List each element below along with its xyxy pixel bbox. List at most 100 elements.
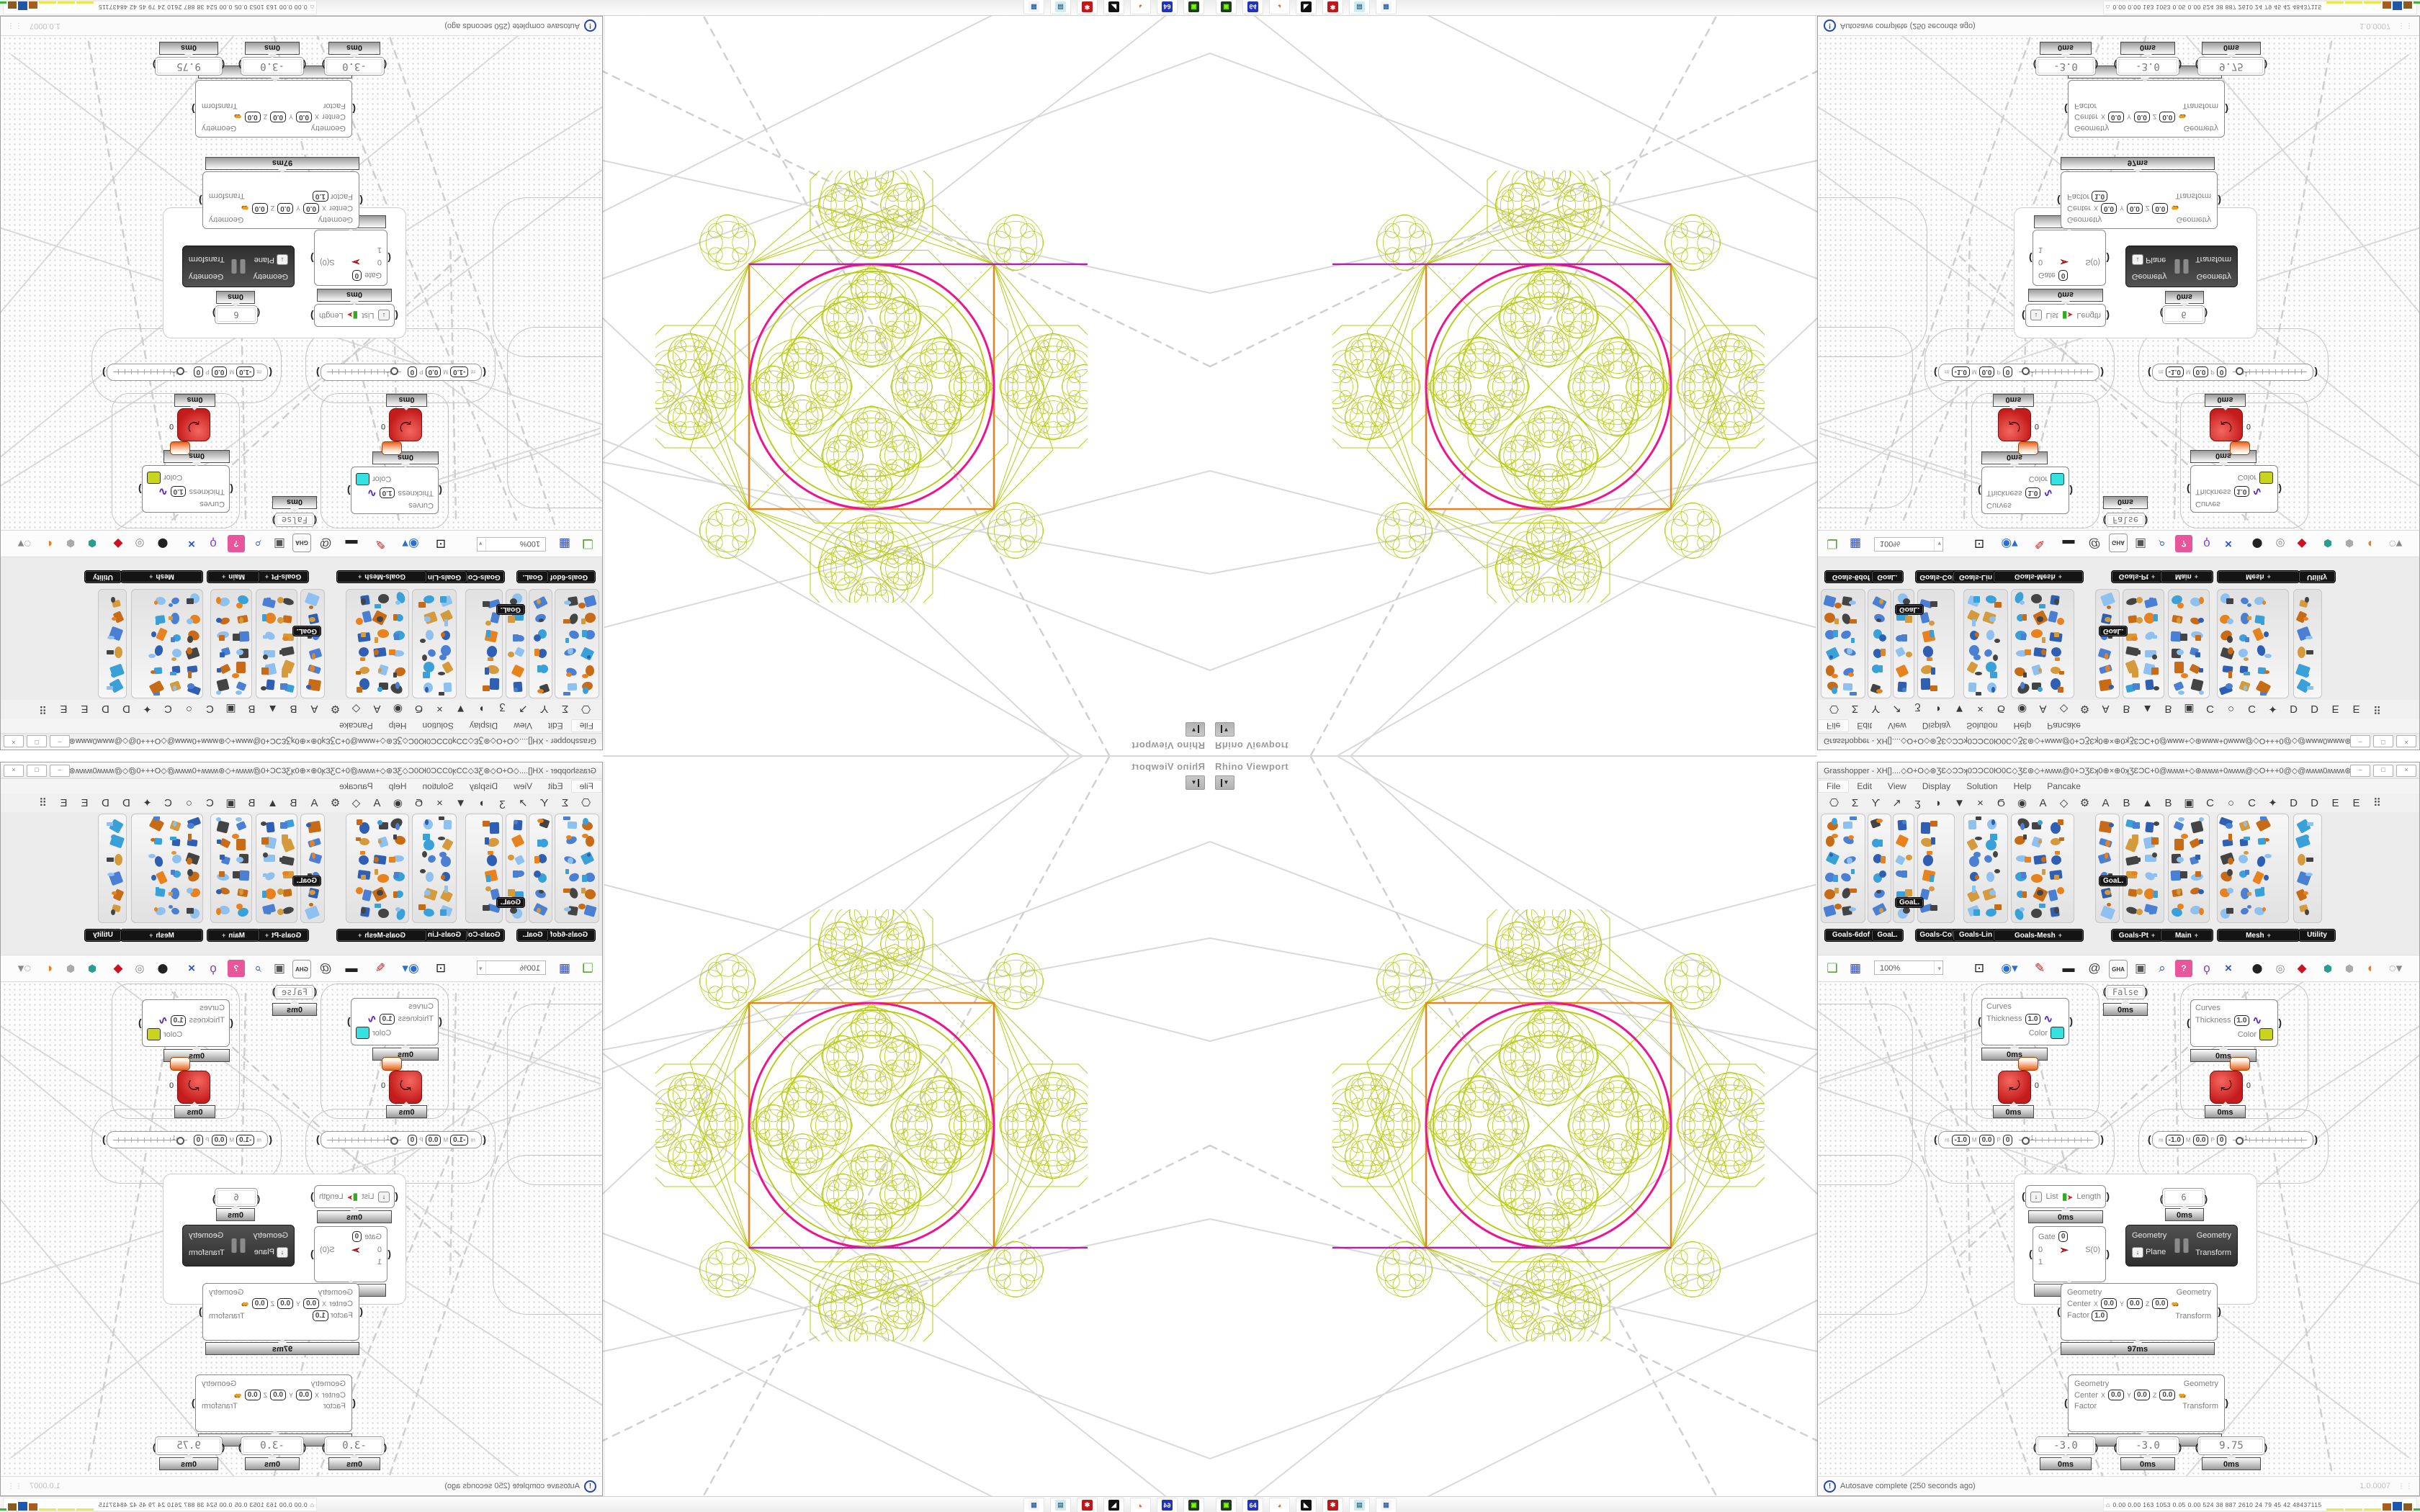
component-icon[interactable] [216, 816, 232, 834]
tab-expand-icon[interactable]: + [2058, 932, 2062, 939]
category-tab-icon[interactable]: Σ [561, 796, 569, 809]
component-icon[interactable] [2143, 679, 2159, 696]
component-icon[interactable] [563, 628, 581, 644]
component-icon[interactable] [277, 611, 295, 626]
component-icon[interactable] [1870, 593, 1887, 610]
selection-icon[interactable]: ◌▾ [2388, 537, 2403, 551]
slider-precision-value[interactable]: 0 [193, 1134, 204, 1146]
warning-balloon[interactable] [2018, 441, 2038, 455]
component-icon[interactable] [1870, 851, 1886, 867]
transform-component-hidden[interactable]: Geometry Geometry ↓ Plane Transform [182, 246, 295, 287]
category-tab-icon[interactable]: E [2331, 703, 2339, 716]
taskbar-app[interactable]: ◣ [1296, 1498, 1317, 1512]
component-icon[interactable] [388, 816, 406, 832]
component-icon[interactable] [421, 851, 437, 867]
slider-precision-value[interactable]: 0 [2002, 1134, 2013, 1146]
component-icon[interactable] [1824, 834, 1839, 850]
x-value[interactable]: 0.0 [2108, 1390, 2124, 1400]
component-icon[interactable] [2170, 868, 2187, 884]
collapsed-panel-tag[interactable]: GoaL. [1895, 604, 1924, 615]
y-value[interactable]: 0.0 [2126, 1298, 2143, 1309]
component-icon[interactable] [420, 868, 436, 884]
thickness-value[interactable]: 1.0 [2233, 486, 2250, 498]
category-tab-icon[interactable]: Ƴ [1871, 703, 1881, 716]
stream-gate-component[interactable]: Gate 0 0 ➣ S(0) 1 [2033, 230, 2106, 286]
component-icon[interactable] [438, 661, 454, 678]
component-icon[interactable] [373, 645, 389, 661]
thickness-value[interactable]: 1.0 [2233, 1014, 2250, 1026]
viewport-collapse-button[interactable]: ▼ [1215, 775, 1234, 790]
list-length-component[interactable]: ↓ List ▮➤ Length [314, 304, 395, 327]
component-icon[interactable] [2048, 628, 2064, 644]
wire-display-icon[interactable]: × [2225, 961, 2232, 975]
leaf-gray-icon[interactable]: ⬢ [2344, 962, 2354, 974]
menu-help[interactable]: Help [2013, 721, 2032, 731]
component-icon[interactable] [1823, 593, 1842, 609]
component-icon[interactable] [108, 593, 124, 609]
color-swatch[interactable] [2051, 473, 2064, 485]
warning-balloon[interactable] [2230, 441, 2250, 455]
component-icon[interactable] [1824, 816, 1839, 832]
component-icon[interactable] [1919, 920, 1936, 922]
taskbar-app[interactable]: ✱ [1322, 0, 1343, 14]
close-button[interactable]: × [4, 735, 24, 748]
component-icon[interactable] [1824, 680, 1839, 696]
component-icon[interactable] [373, 816, 389, 832]
component-icon[interactable] [483, 678, 500, 696]
number-panel[interactable]: 9.75 [2194, 1436, 2269, 1457]
timer-component-error[interactable]: ⤾ 0 [2210, 1071, 2251, 1104]
component-icon[interactable] [1920, 628, 1936, 644]
category-tab-icon[interactable]: A [373, 796, 381, 809]
z-value[interactable]: 0.0 [251, 203, 268, 214]
category-tab-icon[interactable]: A [2102, 703, 2110, 716]
component-icon[interactable] [418, 593, 436, 609]
menu-solution[interactable]: Solution [1966, 721, 1998, 731]
slider-min-value[interactable]: -1.0 [1951, 366, 1970, 378]
window-icon[interactable]: ▣ [273, 961, 286, 975]
component-icon[interactable] [148, 851, 166, 868]
component-icon[interactable] [1966, 834, 1982, 851]
save-icon[interactable]: ▦ [558, 537, 571, 551]
slider-knob[interactable] [390, 1137, 398, 1145]
taskbar[interactable]: ⌂ 0.00 0.00 163 1053 0.05 0.00 524 38 88… [1210, 1496, 2420, 1512]
component-icon[interactable] [2048, 886, 2064, 902]
menu-display[interactable]: Display [1922, 721, 1951, 731]
component-icon[interactable] [2237, 593, 2253, 609]
component-icon[interactable] [2125, 645, 2141, 661]
component-icon[interactable] [356, 816, 372, 834]
zoom-level-select[interactable]: 100% ▾ [477, 960, 546, 976]
component-icon[interactable] [418, 903, 436, 919]
slider-max-value[interactable]: 0.0 [425, 1134, 442, 1146]
minimize-button[interactable]: – [50, 764, 70, 777]
component-icon[interactable] [167, 868, 183, 884]
wire-display-icon[interactable]: × [188, 961, 195, 975]
category-tab-icon[interactable]: E [81, 703, 89, 716]
category-tab-icon[interactable]: A [2039, 796, 2047, 809]
z-value[interactable]: 0.0 [244, 112, 261, 122]
component-icon[interactable] [533, 902, 550, 919]
component-icon[interactable] [2125, 593, 2143, 609]
component-icon[interactable] [2125, 834, 2141, 853]
resize-grip[interactable]: ⋮⋮ [2398, 22, 2414, 30]
menu-file[interactable]: File [1818, 780, 1850, 793]
component-icon[interactable] [167, 816, 183, 832]
component-icon[interactable] [438, 609, 454, 626]
leaf-gray-icon[interactable]: ⬢ [2344, 538, 2354, 550]
component-icon[interactable] [2218, 680, 2236, 696]
slider-knob[interactable] [176, 1137, 184, 1145]
taskbar-app[interactable]: ▣ [1183, 0, 1204, 14]
component-icon[interactable] [1823, 611, 1839, 626]
slider-max-value[interactable]: 0.0 [211, 366, 228, 378]
number-panel[interactable]: 9.75 [2197, 57, 2265, 76]
component-icon[interactable] [1984, 660, 1999, 678]
component-icon[interactable] [108, 662, 125, 678]
component-icon[interactable] [2188, 903, 2204, 919]
component-icon[interactable] [563, 645, 579, 661]
title-bar[interactable]: Grasshopper - XH[]....◇O+O◇⊛ƷƐ◇ƆϽʞ0ƆϽC0Ю… [1818, 762, 2419, 779]
scale-component[interactable]: Geometry Geometry Center X0.0 Y0.0 Z0.0 … [2057, 1283, 2221, 1341]
component-icon[interactable] [2296, 678, 2313, 696]
component-icon[interactable] [184, 903, 202, 920]
component-icon[interactable] [438, 628, 454, 644]
selection-icon[interactable]: ◌▾ [17, 961, 32, 975]
z-value[interactable]: 0.0 [2152, 1298, 2169, 1309]
